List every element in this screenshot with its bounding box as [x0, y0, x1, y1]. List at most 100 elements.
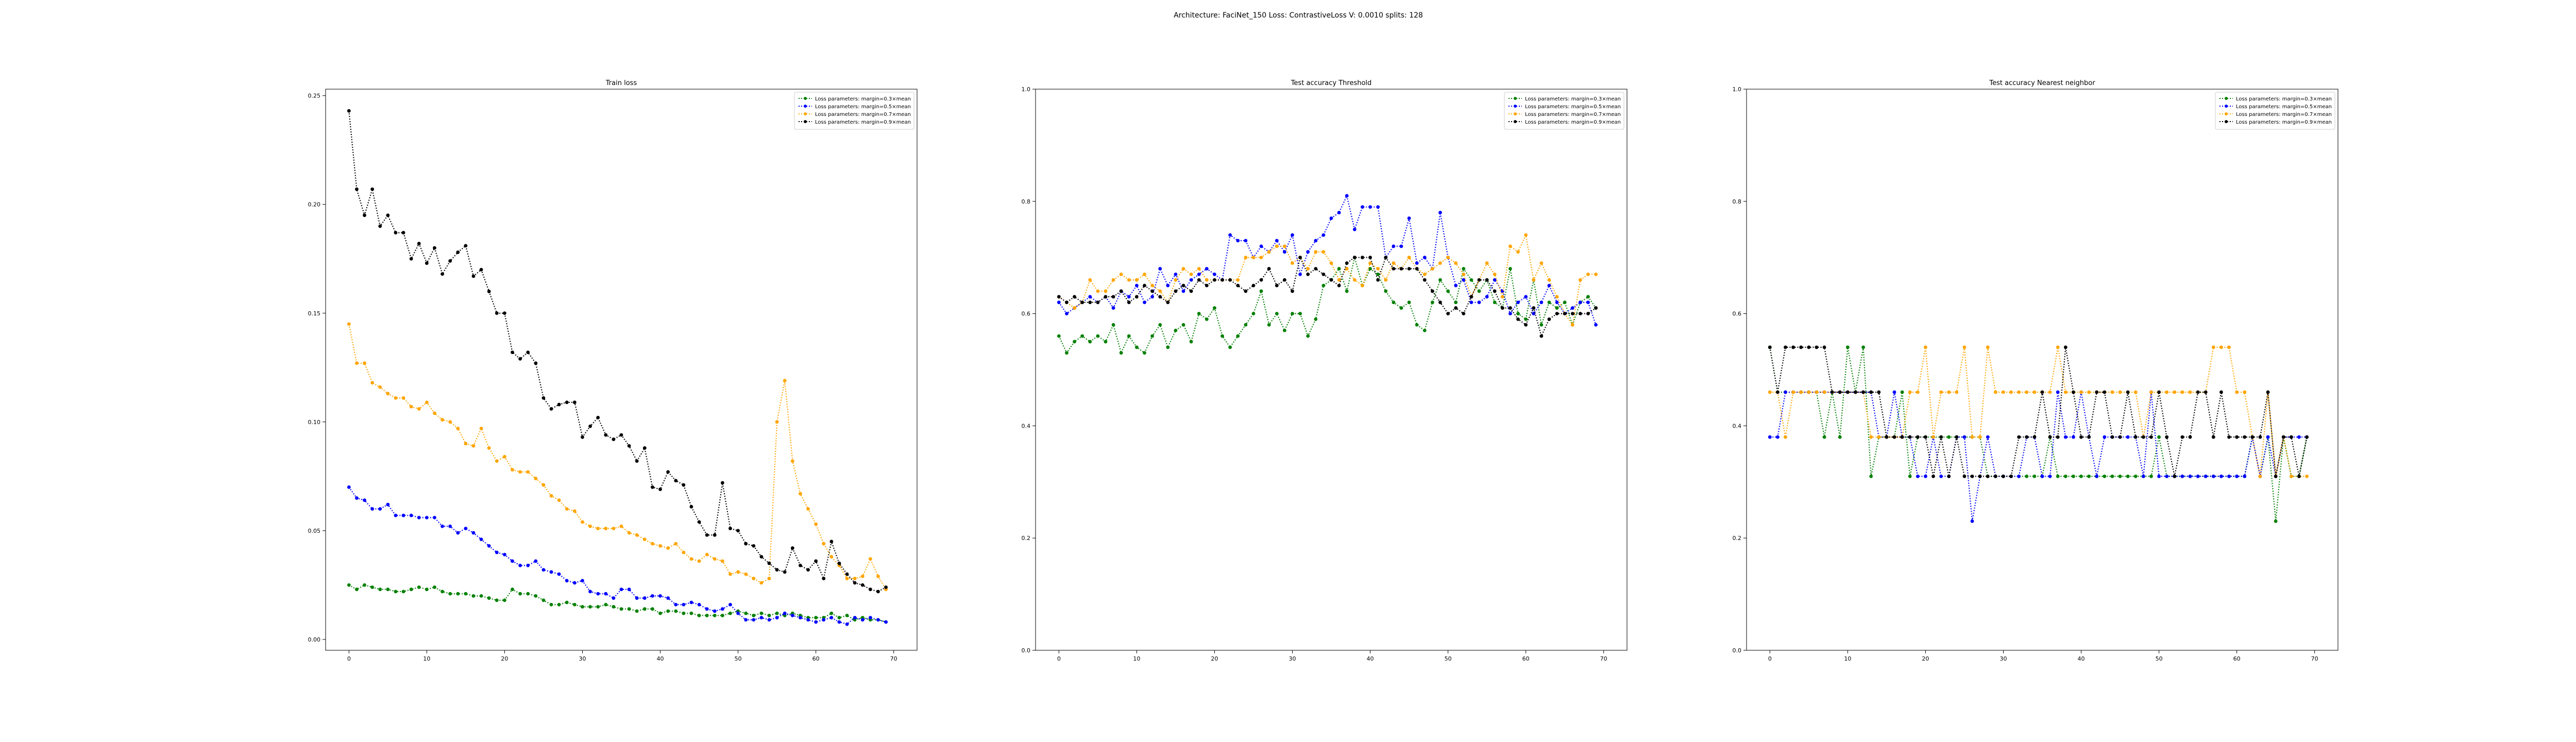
data-point	[1578, 300, 1582, 305]
data-point	[347, 485, 351, 489]
x-tick-label: 30	[1999, 655, 2007, 662]
data-point	[1384, 256, 1388, 260]
data-point	[627, 531, 631, 535]
data-point	[845, 614, 849, 617]
data-point	[1516, 250, 1520, 254]
data-point	[1430, 267, 1434, 271]
legend-swatch-marker	[804, 120, 807, 123]
x-tick-label: 30	[1289, 655, 1296, 662]
data-point	[806, 618, 810, 622]
data-point	[2063, 435, 2067, 439]
data-point	[1916, 475, 1920, 478]
legend-swatch-marker	[2225, 105, 2228, 108]
data-point	[2103, 435, 2107, 439]
data-point	[526, 563, 530, 567]
data-point	[1213, 272, 1216, 276]
data-point	[541, 483, 546, 487]
data-point	[1306, 250, 1310, 254]
data-point	[1939, 390, 1943, 394]
data-point	[1104, 289, 1108, 293]
data-point	[425, 400, 429, 404]
data-point	[1931, 435, 1935, 439]
x-tick-label: 40	[657, 655, 664, 662]
data-point	[572, 602, 577, 606]
data-point	[1885, 435, 1889, 439]
data-point	[682, 550, 686, 554]
legend-box	[1504, 92, 1624, 130]
data-point	[1799, 345, 1803, 349]
data-point	[464, 442, 468, 446]
data-point	[1861, 345, 1865, 349]
data-point	[1298, 312, 1302, 315]
data-point	[1986, 435, 1990, 439]
data-point	[370, 187, 375, 191]
x-tick-label: 40	[2078, 655, 2085, 662]
data-point	[1337, 283, 1341, 288]
data-point	[1500, 306, 1504, 310]
data-point	[2118, 390, 2122, 394]
data-point	[1916, 390, 1920, 394]
axes-frame	[1035, 89, 1628, 651]
data-point	[1127, 300, 1131, 305]
data-point	[2032, 435, 2037, 439]
data-point	[355, 361, 359, 365]
y-tick-label: 0.2	[1733, 535, 1742, 542]
data-point	[1306, 334, 1310, 338]
data-point	[2141, 475, 2145, 478]
data-point	[1073, 340, 1076, 344]
data-point	[2079, 475, 2083, 478]
data-point	[2204, 390, 2208, 394]
data-point	[1845, 390, 1850, 394]
data-point	[386, 392, 390, 396]
data-point	[1485, 278, 1489, 282]
data-point	[1073, 295, 1076, 299]
data-point	[1314, 317, 1318, 321]
series-line-1	[1770, 391, 2307, 521]
data-point	[1228, 278, 1232, 282]
x-tick-label: 50	[1445, 655, 1452, 662]
data-point	[884, 585, 888, 589]
data-point	[1174, 328, 1178, 332]
data-point	[1345, 261, 1349, 265]
data-point	[1993, 390, 1997, 394]
data-point	[876, 575, 880, 578]
x-tick-label: 0	[347, 655, 351, 662]
data-point	[464, 527, 468, 531]
legend-swatch-marker	[804, 112, 807, 115]
x-tick-label: 10	[1133, 655, 1140, 662]
data-point	[2087, 390, 2091, 394]
data-point	[1150, 289, 1154, 293]
data-point	[759, 581, 764, 585]
data-point	[1213, 278, 1216, 282]
data-point	[2157, 390, 2161, 394]
data-point	[1127, 278, 1131, 282]
data-point	[549, 570, 553, 574]
data-point	[471, 444, 476, 448]
data-point	[572, 581, 577, 585]
data-point	[1993, 475, 1997, 478]
data-point	[440, 525, 444, 528]
data-point	[2305, 475, 2309, 478]
data-point	[689, 557, 693, 561]
data-point	[853, 616, 857, 620]
legend-swatch-marker	[1514, 105, 1517, 108]
data-point	[845, 572, 849, 576]
data-point	[1539, 334, 1544, 338]
data-point	[1586, 272, 1590, 276]
data-point	[1143, 300, 1146, 305]
data-point	[1088, 295, 1092, 299]
data-point	[2196, 390, 2200, 394]
data-point	[2188, 475, 2192, 478]
data-point	[1539, 261, 1544, 265]
data-point	[1524, 323, 1528, 327]
data-point	[2274, 475, 2278, 478]
data-point	[1547, 283, 1551, 288]
data-point	[2017, 435, 2021, 439]
data-point	[409, 257, 413, 261]
data-point	[1174, 272, 1178, 276]
data-point	[1267, 267, 1271, 271]
data-point	[2188, 435, 2192, 439]
data-point	[689, 600, 693, 604]
data-point	[1516, 317, 1520, 321]
data-point	[581, 520, 584, 524]
